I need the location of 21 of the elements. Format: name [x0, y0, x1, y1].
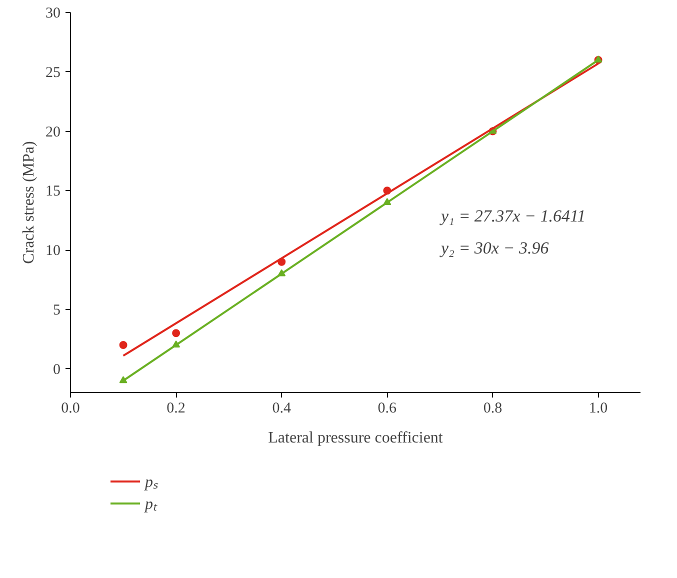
x-tick-label: 0.0 — [61, 400, 80, 416]
point — [119, 341, 128, 349]
y-tick-label: 0 — [53, 362, 60, 378]
legend-label: pₛ — [145, 473, 160, 492]
x-tick-label: 0.4 — [272, 400, 292, 416]
y-tick-label: 20 — [46, 124, 60, 140]
y-tick-label: 15 — [46, 184, 60, 200]
y-axis-title: Crack stress (MPa) — [20, 141, 38, 264]
x-tick-label: 0.2 — [166, 400, 186, 416]
point — [172, 329, 180, 338]
y-tick-label: 30 — [46, 6, 60, 22]
x-tick-label: 0.8 — [483, 400, 502, 416]
annotation: y₁ = 27.37x − 1.6411 — [439, 206, 586, 226]
x-tick-label: 1.0 — [588, 400, 608, 416]
legend-label: pₜ — [145, 495, 158, 514]
y-tick-label: 5 — [53, 302, 60, 318]
x-axis-title: Lateral pressure coefficient — [268, 430, 444, 446]
y-tick-label: 10 — [46, 243, 60, 259]
x-tick-label: 0.6 — [378, 400, 398, 416]
y-tick-label: 25 — [46, 64, 60, 81]
annotation: y₂ = 30x − 3.96 — [439, 238, 550, 258]
